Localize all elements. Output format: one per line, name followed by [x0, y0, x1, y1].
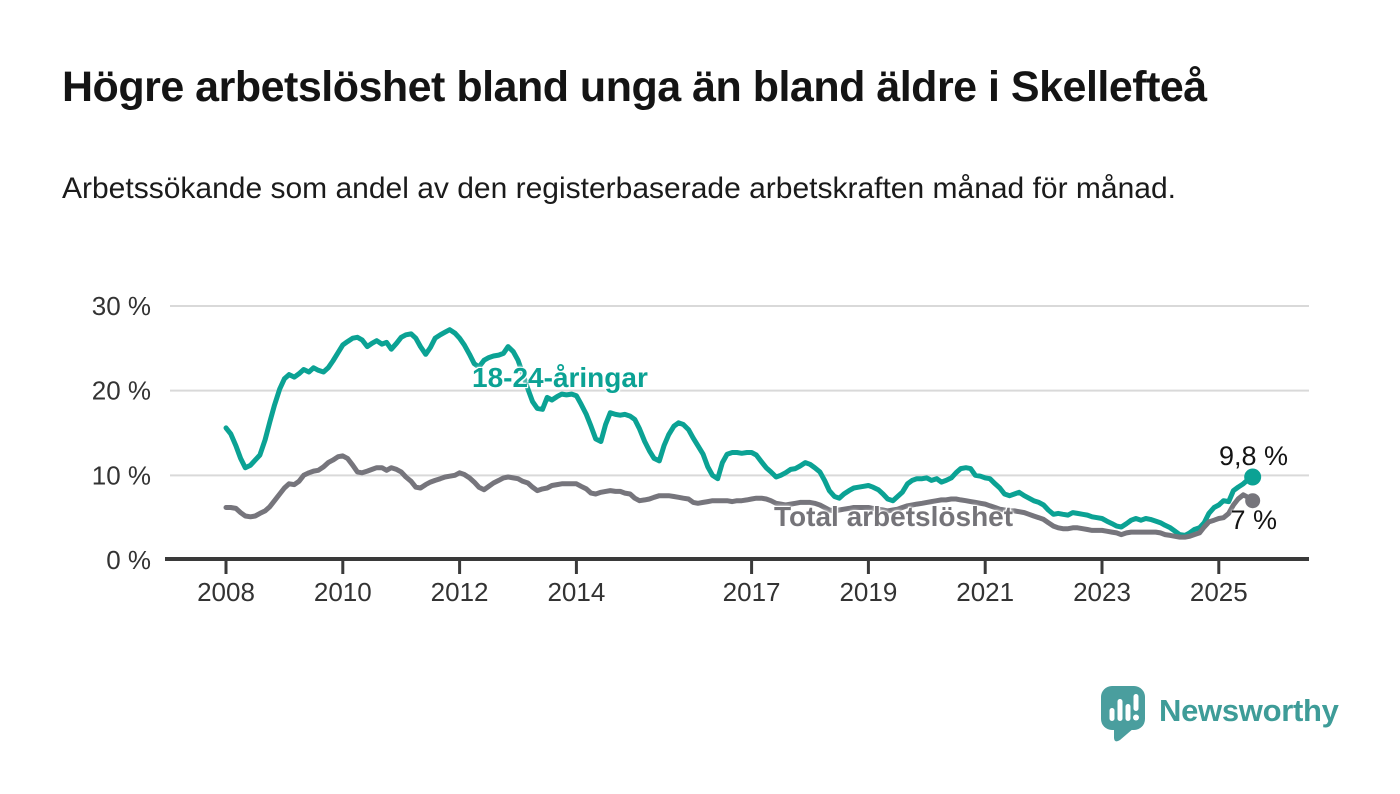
total-series-line — [223, 453, 1256, 540]
x-axis-label: 2017 — [723, 577, 781, 607]
logo-exclamation-dot — [1133, 714, 1139, 721]
y-axis-label: 20 % — [92, 376, 151, 406]
newsworthy-logo-icon — [1101, 686, 1145, 742]
y-axis-label: 30 % — [92, 291, 151, 321]
x-axis-label: 2014 — [547, 577, 605, 607]
youth-end-dot — [1244, 468, 1262, 486]
x-axis-label: 2010 — [314, 577, 372, 607]
page-title: Högre arbetslöshet bland unga än bland ä… — [62, 63, 1207, 111]
x-axis-label: 2012 — [431, 577, 489, 607]
newsworthy-logo: Newsworthy — [1100, 685, 1339, 745]
end-value-label-total: 7 % — [1230, 505, 1277, 535]
series-label-youth: 18-24-åringar — [472, 362, 648, 393]
x-axis-label: 2021 — [956, 577, 1014, 607]
y-axis-label: 0 % — [106, 545, 151, 575]
total-end-dot — [1245, 493, 1261, 509]
logo-exclamation-bar — [1133, 694, 1139, 711]
series-label-total: Total arbetslöshet — [774, 501, 1014, 532]
x-axis-label: 2025 — [1190, 577, 1248, 607]
logo-bar-medium — [1125, 704, 1131, 721]
brand-name: Newsworthy — [1159, 692, 1339, 728]
end-value-label-youth: 9,8 % — [1218, 441, 1288, 471]
logo-bar-tall — [1117, 699, 1123, 721]
x-axis-label: 2008 — [197, 577, 255, 607]
youth-series-line — [223, 327, 1256, 538]
logo-bar-short — [1109, 708, 1115, 721]
chart-subtitle: Arbetssökande som andel av den registerb… — [62, 172, 1176, 205]
y-axis-label: 10 % — [92, 460, 151, 490]
x-axis-label: 2019 — [839, 577, 897, 607]
x-axis-label: 2023 — [1073, 577, 1131, 607]
